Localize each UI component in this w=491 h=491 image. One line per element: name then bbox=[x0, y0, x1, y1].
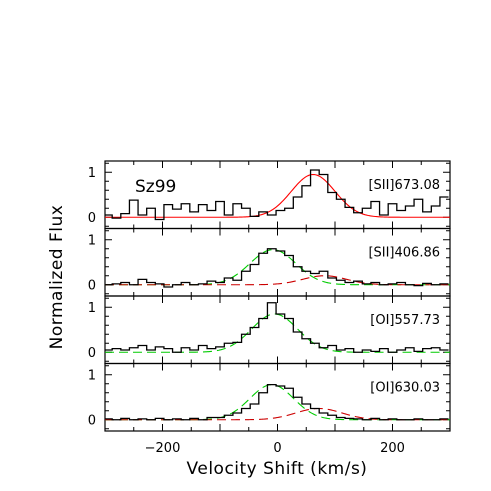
panel-frame bbox=[104, 362, 451, 432]
panel-line-label: [OI]557.73 bbox=[370, 313, 440, 328]
panel-line-label: [OI]630.03 bbox=[370, 381, 440, 396]
panel-frame bbox=[104, 227, 451, 297]
y-tick-label: 0 bbox=[88, 413, 96, 428]
object-label: Sz99 bbox=[135, 177, 176, 197]
flux-histogram bbox=[105, 248, 449, 288]
flux-histogram bbox=[105, 302, 449, 353]
y-tick-label: 1 bbox=[88, 233, 96, 248]
x-tick-labels: −200 0 200 bbox=[145, 441, 405, 456]
panel-frame bbox=[104, 295, 451, 365]
y-tick-label: 0 bbox=[88, 211, 96, 226]
x-axis-title: Velocity Shift (km/s) bbox=[187, 459, 368, 479]
panel-2: 0 1 [SII]406.86 bbox=[88, 227, 451, 297]
gaussian-fit-curve bbox=[105, 173, 450, 218]
y-tick-label: 0 bbox=[88, 346, 96, 361]
y-tick-label: 0 bbox=[88, 278, 96, 293]
panel-4: 0 1 [OI]630.03 bbox=[88, 362, 451, 432]
panel-3: 0 1 [OI]557.73 bbox=[88, 295, 451, 365]
x-tick-label: −200 bbox=[145, 441, 181, 456]
panel-line-label: [SII]406.86 bbox=[368, 246, 440, 261]
y-tick-label: 1 bbox=[88, 301, 96, 316]
flux-histogram bbox=[105, 384, 449, 421]
y-tick-label: 1 bbox=[88, 166, 96, 181]
panel-line-label: [SII]673.08 bbox=[368, 178, 440, 193]
gaussian-fit-curve bbox=[105, 275, 450, 286]
x-tick-label: 0 bbox=[273, 441, 281, 456]
x-tick-label: 200 bbox=[380, 441, 405, 456]
panels-group: 0 1 [SII]673.08 0 1 [SII]406.86 0 1 [OI]557.73 0 1… bbox=[88, 160, 451, 432]
gaussian-fit-curve bbox=[105, 407, 450, 421]
y-axis-title: Normalized Flux bbox=[47, 205, 67, 350]
y-tick-label: 1 bbox=[88, 368, 96, 383]
flux-histogram bbox=[105, 169, 449, 221]
